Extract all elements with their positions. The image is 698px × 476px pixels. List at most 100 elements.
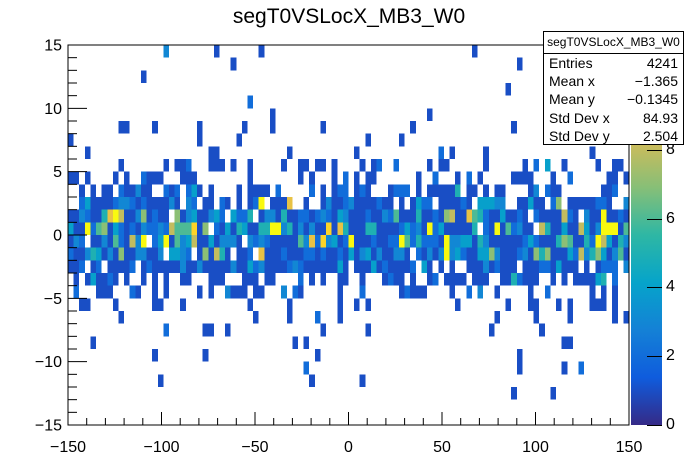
histogram-cell [230, 285, 237, 299]
histogram-cell [561, 336, 568, 349]
histogram-cell [124, 235, 130, 248]
histogram-cell [337, 247, 343, 261]
histogram-cell [342, 197, 349, 210]
histogram-cell [314, 222, 321, 235]
histogram-cell [483, 247, 489, 261]
histogram-cell [68, 260, 74, 273]
histogram-cell [354, 298, 360, 311]
histogram-cell [623, 247, 629, 261]
histogram-cell [269, 108, 276, 121]
histogram-cell [410, 235, 416, 248]
histogram-cell [528, 222, 534, 235]
histogram-cell [264, 209, 270, 223]
histogram-cell [146, 260, 153, 273]
histogram-cell [499, 197, 506, 210]
histogram-cell [112, 273, 119, 286]
histogram-cell [612, 209, 618, 223]
histogram-cell [421, 197, 428, 210]
histogram-cell [359, 197, 366, 210]
histogram-cell [168, 247, 175, 261]
histogram-cell [617, 209, 624, 223]
histogram-cell [359, 184, 366, 197]
histogram-cell [118, 260, 125, 273]
histogram-cell [365, 235, 371, 248]
histogram-cell [124, 171, 130, 185]
histogram-cell [494, 235, 500, 248]
histogram-cell [264, 260, 270, 273]
histogram-cell [286, 260, 293, 273]
histogram-cell [600, 184, 607, 197]
histogram-cell [135, 184, 141, 197]
histogram-cell [466, 235, 472, 248]
histogram-cell [298, 285, 304, 299]
histogram-cell [544, 285, 551, 299]
histogram-cell [505, 298, 512, 311]
histogram-cell [118, 247, 125, 261]
histogram-cell [298, 235, 304, 248]
histogram-cell [163, 159, 169, 172]
histogram-cell [258, 197, 265, 210]
histogram-cell [584, 247, 590, 261]
histogram-cell [258, 247, 265, 261]
histogram-cell [342, 260, 349, 273]
histogram-cell [612, 184, 618, 197]
histogram-cell [561, 235, 568, 248]
histogram-cell [466, 260, 472, 273]
histogram-cell [202, 247, 209, 261]
histogram-cell [404, 285, 411, 299]
histogram-cell [309, 374, 315, 387]
histogram-cell [191, 184, 198, 197]
histogram-cell [253, 184, 259, 197]
histogram-cell [118, 209, 125, 223]
histogram-cell [152, 273, 158, 286]
histogram-cell [567, 222, 573, 235]
histogram-cell [617, 235, 624, 248]
histogram-cell [185, 159, 192, 172]
histogram-cell [236, 222, 242, 235]
histogram-cell [275, 247, 282, 261]
histogram-cell [427, 108, 433, 121]
histogram-cell [286, 298, 293, 311]
histogram-cell [404, 222, 411, 235]
histogram-cell [556, 222, 562, 235]
histogram-cell [219, 235, 226, 248]
histogram-cell [348, 247, 355, 261]
histogram-cell [410, 273, 416, 286]
histogram-cell [247, 273, 254, 286]
histogram-cell [314, 247, 321, 261]
histogram-cell [225, 260, 231, 273]
histogram-cell [544, 247, 551, 261]
histogram-cell [578, 235, 585, 248]
histogram-cell [460, 235, 467, 248]
histogram-cell [376, 197, 383, 210]
histogram-cell [449, 247, 456, 261]
histogram-cell [112, 209, 119, 223]
histogram-cell [337, 209, 343, 223]
histogram-cell [213, 260, 220, 273]
histogram-cell [432, 273, 439, 286]
histogram-cell [623, 260, 629, 273]
histogram-cell [365, 222, 371, 235]
histogram-cell [606, 197, 613, 210]
histogram-cell [393, 159, 399, 172]
histogram-cell [241, 222, 248, 235]
histogram-cell [438, 235, 444, 248]
histogram-cell [567, 311, 573, 324]
colorbar-tick [647, 425, 662, 426]
histogram-cell [107, 184, 113, 197]
histogram-cell [415, 209, 422, 223]
histogram-cell [612, 222, 618, 235]
histogram-cell [208, 159, 214, 172]
histogram-cell [253, 260, 259, 273]
histogram-cell [247, 197, 254, 210]
histogram-cell [556, 197, 562, 210]
histogram-cell [213, 45, 220, 58]
histogram-cell [544, 260, 551, 273]
histogram-cell [365, 133, 371, 147]
histogram-cell [595, 197, 601, 210]
histogram-cell [135, 209, 141, 223]
histogram-cell [152, 298, 158, 311]
histogram-cell [533, 159, 540, 172]
histogram-cell [359, 222, 366, 235]
histogram-cell [90, 336, 97, 349]
